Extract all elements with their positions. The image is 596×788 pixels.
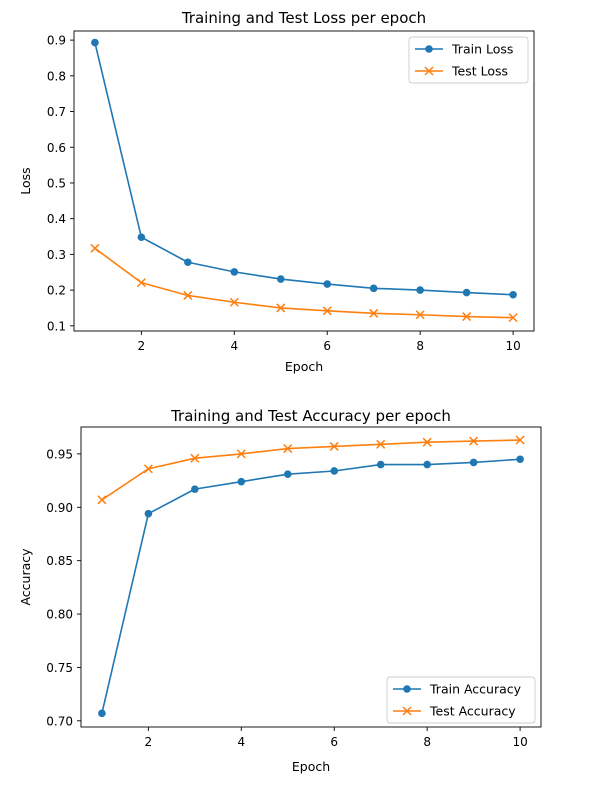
legend-label: Train Loss	[451, 42, 513, 57]
y-tick-label: 0.1	[47, 319, 66, 333]
y-tick-label: 0.9	[47, 34, 66, 48]
x-tick-label: 2	[138, 339, 146, 353]
series-line	[102, 459, 520, 713]
y-tick-label: 0.70	[46, 714, 73, 728]
data-point	[509, 291, 517, 299]
data-point	[277, 275, 285, 283]
data-point	[184, 258, 192, 266]
data-point	[516, 455, 524, 463]
data-point	[463, 289, 471, 297]
data-point	[470, 459, 478, 467]
y-tick-label: 0.7	[47, 105, 66, 119]
data-point	[231, 268, 239, 276]
y-tick-label: 0.8	[47, 69, 66, 83]
y-axis-label: Accuracy	[18, 548, 33, 606]
legend-swatch-marker	[425, 45, 433, 53]
chart-title: Training and Test Loss per epoch	[181, 9, 426, 27]
x-tick-label: 6	[330, 735, 338, 749]
y-tick-label: 0.4	[47, 212, 66, 226]
data-point	[91, 39, 99, 47]
x-tick-label: 4	[230, 339, 238, 353]
y-axis-label: Loss	[18, 167, 33, 194]
legend-label: Test Accuracy	[429, 704, 516, 719]
legend-label: Train Accuracy	[429, 682, 522, 697]
x-tick-label: 10	[512, 735, 527, 749]
data-point	[416, 286, 424, 294]
chart-accuracy: Training and Test Accuracy per epoch Epoc…	[18, 407, 541, 774]
x-tick-label: 10	[505, 339, 520, 353]
y-tick-label: 0.5	[47, 176, 66, 190]
x-tick-label: 8	[416, 339, 424, 353]
legend: Train Accuracy Test Accuracy	[387, 677, 535, 723]
legend-swatch-marker	[403, 685, 411, 693]
y-tick-label: 0.80	[46, 608, 73, 622]
chart-loss: Training and Test Loss per epoch Epoch Los…	[18, 9, 534, 374]
data-point	[138, 233, 146, 241]
data-point	[238, 478, 246, 486]
x-tick-label: 6	[323, 339, 331, 353]
x-axis-label: Epoch	[285, 359, 323, 374]
x-tick-label: 2	[145, 735, 153, 749]
y-tick-label: 0.75	[46, 661, 73, 675]
x-tick-label: 8	[423, 735, 431, 749]
series-line	[102, 440, 520, 500]
chart-title: Training and Test Accuracy per epoch	[170, 407, 451, 425]
data-point	[423, 461, 431, 469]
x-tick-label: 4	[237, 735, 245, 749]
data-point	[98, 710, 106, 718]
data-point	[98, 496, 106, 504]
y-tick-label: 0.85	[46, 554, 73, 568]
y-tick-label: 0.90	[46, 501, 73, 515]
data-point	[377, 461, 385, 469]
series-test-accuracy	[98, 436, 524, 504]
data-point	[370, 285, 378, 293]
data-point	[284, 470, 292, 478]
series-test-loss	[91, 244, 517, 321]
legend-label: Test Loss	[451, 64, 508, 79]
data-point	[323, 280, 331, 288]
x-axis-label: Epoch	[292, 759, 330, 774]
y-tick-label: 0.2	[47, 284, 66, 298]
y-tick-label: 0.95	[46, 447, 73, 461]
data-point	[145, 510, 153, 518]
data-point	[330, 467, 338, 475]
y-tick-label: 0.6	[47, 141, 66, 155]
y-tick-label: 0.3	[47, 248, 66, 262]
series-line	[95, 248, 513, 317]
legend: Train Loss Test Loss	[409, 37, 528, 83]
data-point	[191, 485, 199, 493]
data-point	[91, 244, 99, 252]
